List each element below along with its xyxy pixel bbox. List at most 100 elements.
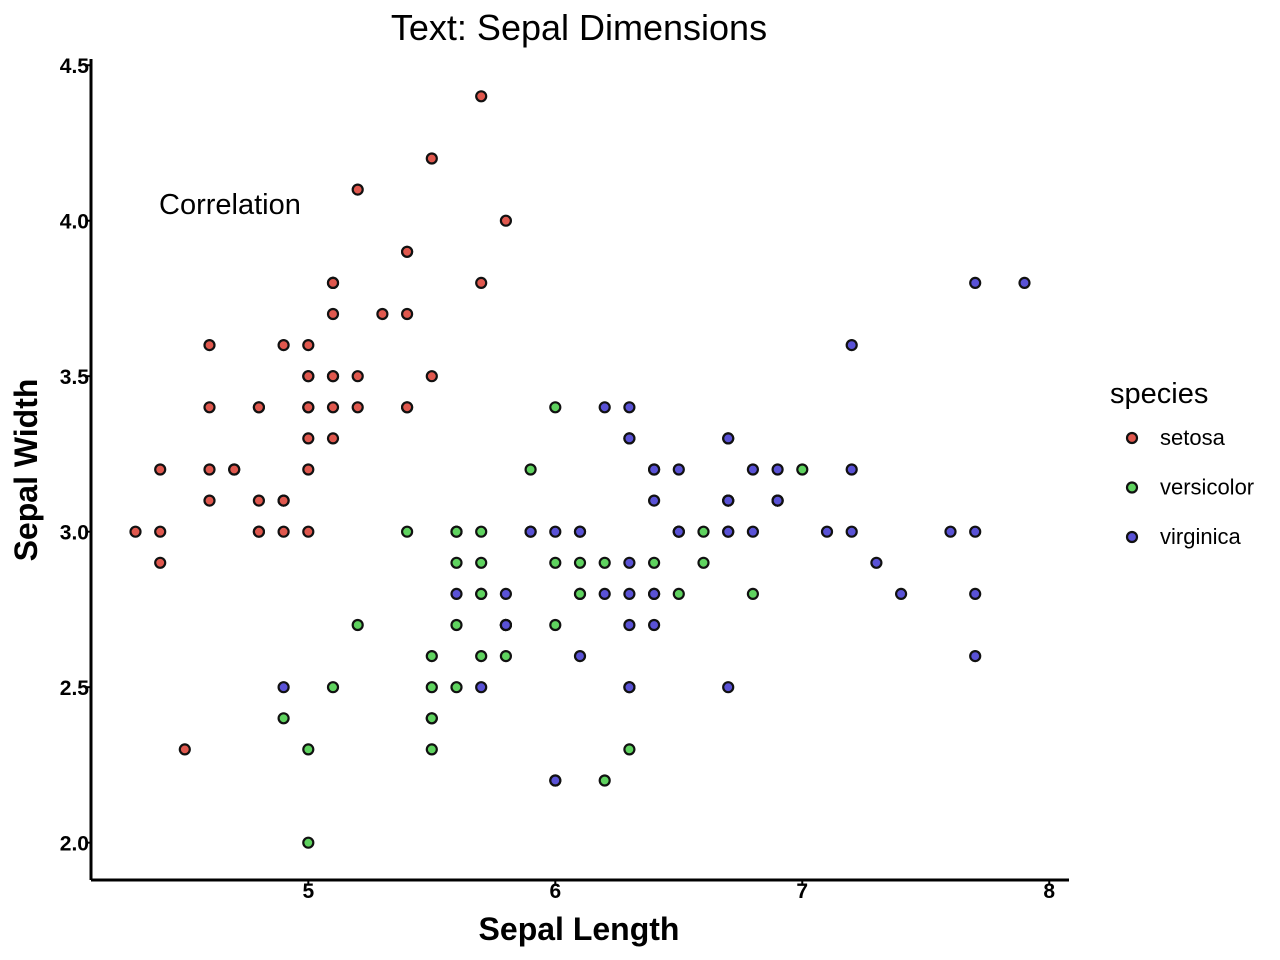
virginica-point-48 [598, 401, 611, 414]
setosa-point-14 [499, 214, 512, 227]
virginica-point-26 [598, 587, 611, 601]
virginica-point-23 [623, 618, 636, 632]
x-tick-label: 6 [549, 880, 561, 903]
virginica-point-12 [746, 525, 760, 538]
legend-label-setosa: setosa [1160, 425, 1226, 450]
virginica-point-45 [722, 525, 735, 538]
virginica-point-9 [845, 339, 858, 352]
virginica-point-14 [499, 587, 512, 601]
y-ticks: 2.0 2.5 3.0 3.5 4.0 4.5 [60, 55, 91, 856]
setosa-point-4 [302, 339, 315, 352]
y-tick-label: 2.5 [60, 677, 90, 700]
legend-marker-versicolor [1125, 481, 1139, 494]
virginica-point-43 [746, 463, 760, 476]
virginica-point-17 [969, 276, 982, 289]
virginica-point-10 [672, 463, 685, 476]
setosa-point-48 [376, 307, 389, 321]
virginica-point-7 [870, 556, 883, 569]
setosa-point-49 [302, 432, 315, 445]
setosa-point-23 [326, 432, 340, 445]
legend-title: species [1110, 378, 1208, 410]
versicolor-point-33 [549, 618, 562, 632]
virginica-point-8 [722, 681, 735, 694]
virginica-point-19 [549, 774, 562, 787]
versicolor-point-8 [697, 556, 710, 569]
setosa-point-17 [326, 370, 340, 383]
virginica-point-29 [845, 525, 858, 538]
chart-title: Text: Sepal Dimensions [391, 7, 767, 48]
setosa-point-43 [302, 370, 315, 383]
virginica-point-35 [969, 525, 982, 538]
y-tick-label: 2.0 [60, 833, 89, 856]
versicolor-point-4 [672, 587, 685, 601]
virginica-point-37 [647, 494, 661, 507]
versicolor-point-40 [425, 649, 438, 663]
versicolor-point-3 [425, 743, 438, 756]
virginica-point-42 [499, 618, 512, 632]
setosa-point-10 [401, 307, 414, 321]
virginica-point-13 [475, 681, 488, 694]
setosa-point-3 [203, 494, 216, 507]
virginica-point-32 [647, 587, 661, 601]
versicolor-point-49 [475, 587, 488, 601]
versicolor-point-29 [475, 649, 488, 663]
setosa-point-32 [351, 183, 364, 196]
versicolor-point-9 [351, 618, 364, 632]
virginica-point-44 [722, 432, 735, 445]
virginica-point-0 [623, 432, 636, 445]
setosa-point-47 [203, 463, 216, 476]
virginica-point-41 [771, 494, 784, 507]
setosa-point-33 [425, 152, 438, 165]
x-tick-label: 8 [1043, 880, 1055, 903]
virginica-point-27 [573, 525, 587, 538]
virginica-point-49 [524, 525, 537, 538]
setosa-point-18 [475, 276, 488, 289]
setosa-point-39 [326, 401, 340, 414]
y-tick-label: 4.0 [60, 211, 89, 234]
versicolor-point-42 [499, 649, 512, 663]
setosa-point-21 [326, 307, 340, 321]
virginica-point-3 [623, 556, 636, 569]
setosa-point-46 [326, 276, 340, 289]
setosa-point-41 [178, 743, 191, 756]
virginica-point-46 [623, 681, 636, 694]
versicolor-point-38 [450, 525, 463, 538]
versicolor-point-10 [302, 836, 315, 849]
setosa-point-38 [154, 525, 167, 538]
virginica-point-33 [623, 587, 636, 601]
setosa-point-42 [154, 463, 167, 476]
versicolor-point-0 [796, 463, 809, 476]
setosa-point-28 [351, 401, 364, 414]
plot-area: 5 6 7 8 2.0 2.5 3.0 3.5 4.0 4.5 [60, 55, 1069, 903]
setosa-point-6 [203, 401, 216, 414]
setosa-point-26 [302, 401, 315, 414]
legend-label-virginica: virginica [1160, 524, 1241, 549]
x-ticks: 5 6 7 8 [302, 880, 1055, 903]
virginica-point-36 [623, 401, 636, 414]
setosa-point-8 [154, 556, 167, 569]
versicolor-point-28 [549, 556, 562, 569]
versicolor-point-37 [623, 743, 636, 756]
versicolor-point-19 [450, 681, 463, 694]
versicolor-point-7 [277, 712, 290, 725]
x-axis-title: Sepal Length [479, 911, 680, 947]
versicolor-point-31 [425, 712, 438, 725]
setosa-point-27 [351, 370, 364, 383]
versicolor-point-26 [746, 587, 760, 601]
y-axis-title: Sepal Width [8, 379, 44, 562]
virginica-point-11 [647, 618, 661, 632]
setosa-point-22 [203, 339, 216, 352]
versicolor-point-14 [450, 556, 463, 569]
setosa-point-34 [277, 494, 290, 507]
virginica-point-40 [722, 494, 735, 507]
setosa-point-1 [277, 525, 290, 538]
versicolor-point-23 [573, 587, 587, 601]
setosa-point-36 [425, 370, 438, 383]
legend-marker-setosa [1125, 431, 1139, 445]
correlation-annotation: Correlation [159, 189, 301, 221]
setosa-point-29 [228, 463, 241, 476]
versicolor-point-34 [401, 525, 414, 538]
setosa-point-30 [252, 494, 265, 507]
setosa-point-25 [302, 525, 315, 538]
